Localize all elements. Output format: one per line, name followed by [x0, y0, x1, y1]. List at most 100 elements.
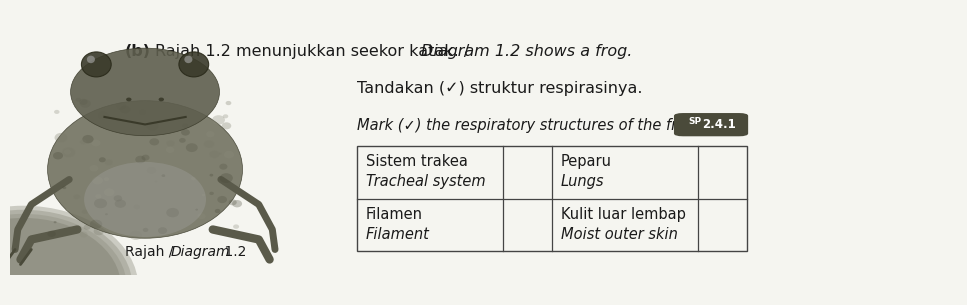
Ellipse shape [103, 177, 109, 181]
Ellipse shape [166, 140, 175, 146]
Ellipse shape [224, 151, 234, 158]
Ellipse shape [141, 155, 150, 161]
Ellipse shape [53, 221, 57, 223]
Ellipse shape [179, 52, 209, 77]
Ellipse shape [83, 225, 91, 230]
Ellipse shape [0, 218, 121, 305]
Text: Diagram: Diagram [171, 245, 230, 259]
Ellipse shape [146, 121, 159, 131]
Ellipse shape [221, 122, 231, 129]
Ellipse shape [185, 56, 192, 63]
Text: Tandakan (✓) struktur respirasinya.: Tandakan (✓) struktur respirasinya. [357, 81, 642, 96]
Ellipse shape [212, 115, 225, 125]
Ellipse shape [206, 131, 215, 137]
Ellipse shape [233, 224, 239, 229]
Ellipse shape [204, 140, 215, 148]
Ellipse shape [135, 156, 145, 163]
Ellipse shape [90, 220, 103, 229]
Ellipse shape [92, 177, 103, 185]
Ellipse shape [130, 230, 142, 240]
Text: Peparu: Peparu [561, 154, 612, 169]
Text: Sistem trakea: Sistem trakea [366, 154, 468, 169]
Ellipse shape [64, 149, 71, 154]
Ellipse shape [222, 114, 228, 118]
Ellipse shape [186, 143, 197, 152]
Ellipse shape [155, 180, 158, 183]
Ellipse shape [220, 164, 227, 170]
Ellipse shape [103, 188, 114, 196]
Ellipse shape [47, 231, 56, 237]
Ellipse shape [75, 98, 81, 102]
Ellipse shape [91, 140, 101, 146]
Ellipse shape [47, 101, 243, 238]
Ellipse shape [104, 159, 113, 165]
Ellipse shape [182, 123, 189, 128]
Text: (b): (b) [125, 44, 151, 59]
Ellipse shape [126, 98, 132, 101]
Text: 2.4.1: 2.4.1 [703, 118, 736, 131]
Text: Moist outer skin: Moist outer skin [561, 227, 678, 242]
Ellipse shape [115, 199, 126, 208]
Text: Rajah 1.2 menunjukkan seekor katak. /: Rajah 1.2 menunjukkan seekor katak. / [155, 44, 474, 59]
Ellipse shape [96, 194, 102, 199]
Ellipse shape [166, 147, 174, 153]
Ellipse shape [209, 192, 214, 195]
Ellipse shape [228, 199, 237, 205]
Text: Lungs: Lungs [561, 174, 604, 189]
Ellipse shape [87, 56, 95, 63]
Ellipse shape [82, 135, 94, 143]
Ellipse shape [90, 165, 99, 172]
Ellipse shape [197, 213, 206, 219]
Ellipse shape [218, 196, 227, 203]
Ellipse shape [80, 139, 87, 145]
FancyBboxPatch shape [674, 113, 748, 136]
Ellipse shape [71, 48, 220, 136]
Ellipse shape [139, 109, 146, 115]
Ellipse shape [54, 110, 60, 114]
Ellipse shape [105, 213, 108, 215]
Ellipse shape [204, 117, 207, 120]
Ellipse shape [116, 102, 127, 110]
Ellipse shape [0, 210, 132, 305]
Ellipse shape [161, 174, 165, 177]
Ellipse shape [182, 109, 194, 118]
Text: Filamen: Filamen [366, 207, 423, 222]
Ellipse shape [220, 173, 233, 183]
Text: Kulit luar lembap: Kulit luar lembap [561, 207, 686, 222]
Ellipse shape [79, 231, 88, 238]
Ellipse shape [73, 194, 80, 199]
Text: Tracheal system: Tracheal system [366, 174, 485, 189]
Ellipse shape [215, 209, 220, 213]
Ellipse shape [159, 98, 164, 101]
Ellipse shape [146, 167, 157, 174]
Ellipse shape [210, 174, 214, 177]
Ellipse shape [0, 214, 127, 305]
Ellipse shape [82, 210, 88, 214]
Text: 1.2: 1.2 [220, 245, 247, 259]
Ellipse shape [98, 111, 108, 120]
Text: Mark (✓) the respiratory structures of the frog.: Mark (✓) the respiratory structures of t… [357, 118, 700, 133]
Ellipse shape [150, 138, 160, 145]
Ellipse shape [81, 52, 111, 77]
Ellipse shape [119, 116, 132, 126]
Ellipse shape [232, 200, 242, 207]
Ellipse shape [113, 195, 122, 202]
Ellipse shape [179, 138, 186, 143]
Text: Rajah /: Rajah / [125, 245, 177, 259]
Ellipse shape [195, 209, 198, 211]
Ellipse shape [53, 152, 63, 160]
Bar [357, 146, 747, 252]
Ellipse shape [99, 157, 105, 162]
Ellipse shape [120, 106, 131, 113]
Ellipse shape [79, 99, 88, 105]
Ellipse shape [166, 208, 179, 217]
Text: Diagram 1.2 shows a frog.: Diagram 1.2 shows a frog. [421, 44, 632, 59]
Ellipse shape [220, 152, 222, 155]
Ellipse shape [79, 99, 91, 108]
Ellipse shape [201, 194, 205, 196]
Ellipse shape [190, 177, 196, 180]
Ellipse shape [158, 227, 167, 234]
Ellipse shape [94, 199, 107, 208]
Ellipse shape [0, 206, 138, 305]
Ellipse shape [94, 228, 104, 235]
